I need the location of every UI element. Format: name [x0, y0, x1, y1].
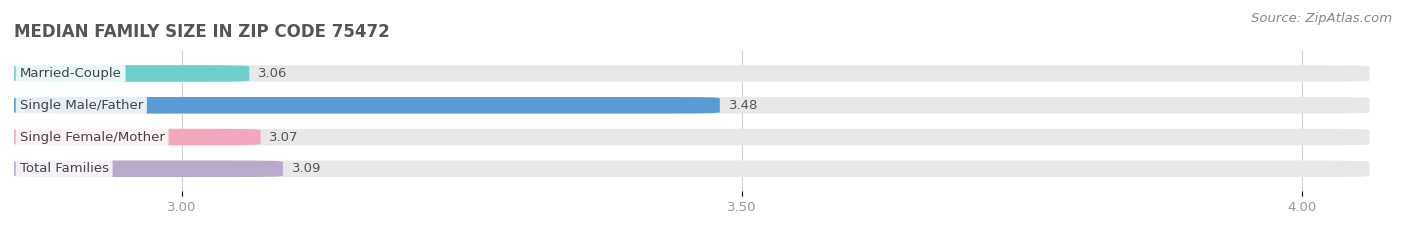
FancyBboxPatch shape: [14, 65, 249, 82]
FancyBboxPatch shape: [14, 129, 260, 145]
Text: 3.06: 3.06: [259, 67, 288, 80]
FancyBboxPatch shape: [14, 97, 1369, 113]
Text: Total Families: Total Families: [20, 162, 108, 175]
FancyBboxPatch shape: [14, 161, 283, 177]
Text: 3.09: 3.09: [292, 162, 321, 175]
Text: Single Female/Mother: Single Female/Mother: [20, 130, 165, 144]
Text: Source: ZipAtlas.com: Source: ZipAtlas.com: [1251, 12, 1392, 25]
Text: Married-Couple: Married-Couple: [20, 67, 121, 80]
FancyBboxPatch shape: [14, 129, 1369, 145]
Text: 3.48: 3.48: [728, 99, 758, 112]
FancyBboxPatch shape: [14, 161, 1369, 177]
Text: 3.07: 3.07: [270, 130, 299, 144]
Text: MEDIAN FAMILY SIZE IN ZIP CODE 75472: MEDIAN FAMILY SIZE IN ZIP CODE 75472: [14, 23, 389, 41]
FancyBboxPatch shape: [14, 97, 720, 113]
Text: Single Male/Father: Single Male/Father: [20, 99, 143, 112]
FancyBboxPatch shape: [14, 65, 1369, 82]
